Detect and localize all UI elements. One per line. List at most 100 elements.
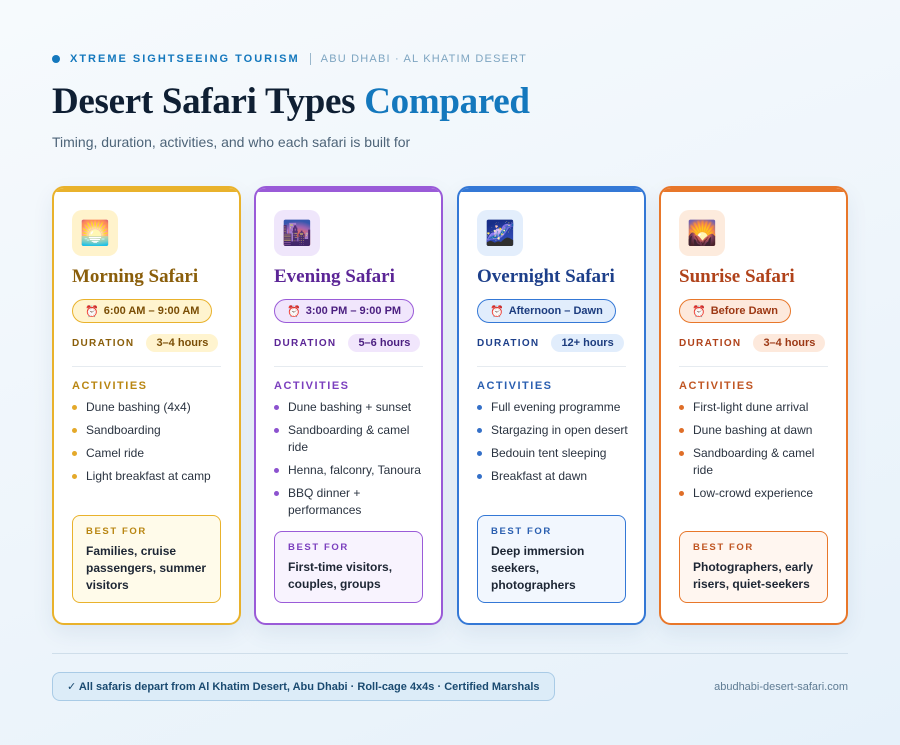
activity-text: Henna, falconry, Tanoura xyxy=(288,463,421,477)
alarm-clock-icon: ⏰ xyxy=(692,305,706,318)
activity-item: Full evening programme xyxy=(477,399,632,416)
time-badge: ⏰ Afternoon – Dawn xyxy=(477,299,616,323)
duration-badge: 12+ hours xyxy=(551,334,624,352)
city-at-dusk-icon: 🌆 xyxy=(274,210,320,256)
activity-item: Stargazing in open desert xyxy=(477,422,632,439)
activities-list: Full evening programme Stargazing in open… xyxy=(477,399,632,491)
best-for-label: BEST FOR xyxy=(288,542,349,553)
best-for-box: BEST FOR Photographers, early risers, qui… xyxy=(679,531,828,603)
activity-item: Dune bashing at dawn xyxy=(679,422,834,439)
card-accent-bar xyxy=(256,188,441,192)
duration-row: DURATION 5–6 hours xyxy=(274,334,421,352)
sunrise-over-mountains-icon: 🌄 xyxy=(679,210,725,256)
activity-item: Camel ride xyxy=(72,445,227,462)
activity-text: Low-crowd experience xyxy=(693,486,814,500)
activity-item: Dune bashing (4x4) xyxy=(72,399,227,416)
duration-badge: 5–6 hours xyxy=(348,334,421,352)
icon-glyph: 🌄 xyxy=(687,219,717,247)
bullet-dot xyxy=(679,491,684,496)
activity-item: Bedouin tent sleeping xyxy=(477,445,632,462)
best-for-box: BEST FOR Families, cruise passengers, sum… xyxy=(72,515,221,603)
location-label: ABU DHABI · AL KHATIM DESERT xyxy=(320,53,528,65)
time-badge: ⏰ 3:00 PM – 9:00 PM xyxy=(274,299,415,323)
time-text: Before Dawn xyxy=(710,305,778,317)
icon-glyph: 🌌 xyxy=(485,219,515,247)
activities-label: ACTIVITIES xyxy=(477,380,553,392)
bullet-dot xyxy=(477,428,482,433)
activity-text: Dune bashing (4x4) xyxy=(86,400,191,414)
activity-item: Sandboarding xyxy=(72,422,227,439)
duration-label: DURATION xyxy=(679,337,742,349)
card-divider xyxy=(274,366,423,367)
bullet-dot xyxy=(274,491,279,496)
safari-card: 🌄 Sunrise Safari ⏰ Before Dawn DURATION 3–4 h… xyxy=(659,186,848,625)
time-badge: ⏰ 6:00 AM – 9:00 AM xyxy=(72,299,213,323)
card-accent-bar xyxy=(661,188,846,192)
bullet-dot xyxy=(477,405,482,410)
activity-text: First-light dune arrival xyxy=(693,400,809,414)
eyebrow: XTREME SIGHTSEEING TOURISM ABU DHABI · A… xyxy=(52,52,527,66)
icon-glyph: 🌆 xyxy=(282,219,312,247)
activity-text: Camel ride xyxy=(86,446,145,460)
duration-label: DURATION xyxy=(274,337,337,349)
page-subtitle: Timing, duration, activities, and who ea… xyxy=(52,134,411,150)
safari-name: Overnight Safari xyxy=(477,266,615,287)
title-accent: Compared xyxy=(364,81,530,122)
best-for-text: Photographers, early risers, quiet-seeke… xyxy=(693,560,814,591)
bullet-dot xyxy=(72,474,77,479)
best-for-label: BEST FOR xyxy=(86,526,147,537)
alarm-clock-icon: ⏰ xyxy=(490,305,504,318)
safari-name: Evening Safari xyxy=(274,266,395,287)
activity-text: Dune bashing + sunset xyxy=(288,400,412,414)
safari-card: 🌅 Morning Safari ⏰ 6:00 AM – 9:00 AM DURATIO… xyxy=(52,186,241,625)
best-for-box: BEST FOR First-time visitors, couples, gr… xyxy=(274,531,423,603)
duration-badge: 3–4 hours xyxy=(146,334,219,352)
departure-note: ✓ All safaris depart from Al Khatim Dese… xyxy=(52,672,555,701)
safari-name: Sunrise Safari xyxy=(679,266,795,287)
time-text: 6:00 AM – 9:00 AM xyxy=(103,305,200,317)
sunrise-over-horizon-icon: 🌅 xyxy=(72,210,118,256)
bullet-dot xyxy=(274,468,279,473)
brand-name: XTREME SIGHTSEEING TOURISM xyxy=(70,53,300,65)
time-text: Afternoon – Dawn xyxy=(508,305,603,317)
activities-list: Dune bashing + sunset Sandboarding & came… xyxy=(274,399,429,525)
footer-divider xyxy=(52,653,848,654)
activity-item: Breakfast at dawn xyxy=(477,468,632,485)
card-accent-bar xyxy=(459,188,644,192)
activity-item: BBQ dinner + performances xyxy=(274,485,429,519)
bullet-dot xyxy=(72,451,77,456)
activities-label: ACTIVITIES xyxy=(679,380,755,392)
website-url: abudhabi-desert-safari.com xyxy=(714,681,848,693)
activity-text: Stargazing in open desert xyxy=(491,423,628,437)
alarm-clock-icon: ⏰ xyxy=(85,305,99,318)
milky-way-icon: 🌌 xyxy=(477,210,523,256)
duration-badge: 3–4 hours xyxy=(753,334,826,352)
activity-text: Dune bashing at dawn xyxy=(693,423,813,437)
best-for-text: Deep immersion seekers, photographers xyxy=(491,544,585,592)
card-divider xyxy=(72,366,221,367)
bullet-dot xyxy=(72,405,77,410)
title-main: Desert Safari Types xyxy=(52,81,365,122)
eyebrow-separator xyxy=(309,53,311,65)
bullet-dot xyxy=(679,428,684,433)
activity-text: Sandboarding xyxy=(86,423,161,437)
duration-row: DURATION 3–4 hours xyxy=(679,334,826,352)
activity-text: Sandboarding & camel ride xyxy=(288,423,410,454)
activity-text: Full evening programme xyxy=(491,400,621,414)
time-text: 3:00 PM – 9:00 PM xyxy=(305,305,402,317)
bullet-dot xyxy=(477,451,482,456)
activity-item: Henna, falconry, Tanoura xyxy=(274,462,429,479)
safari-card: 🌌 Overnight Safari ⏰ Afternoon – Dawn DURATI… xyxy=(457,186,646,625)
activity-text: Sandboarding & camel ride xyxy=(693,446,815,477)
activities-label: ACTIVITIES xyxy=(72,380,148,392)
activity-text: Breakfast at dawn xyxy=(491,469,588,483)
bullet-dot xyxy=(679,405,684,410)
activity-item: Sandboarding & camel ride xyxy=(679,445,834,479)
duration-label: DURATION xyxy=(72,337,135,349)
duration-label: DURATION xyxy=(477,337,540,349)
card-divider xyxy=(679,366,828,367)
activities-list: Dune bashing (4x4) Sandboarding Camel ride… xyxy=(72,399,227,491)
icon-glyph: 🌅 xyxy=(80,219,110,247)
alarm-clock-icon: ⏰ xyxy=(287,305,301,318)
